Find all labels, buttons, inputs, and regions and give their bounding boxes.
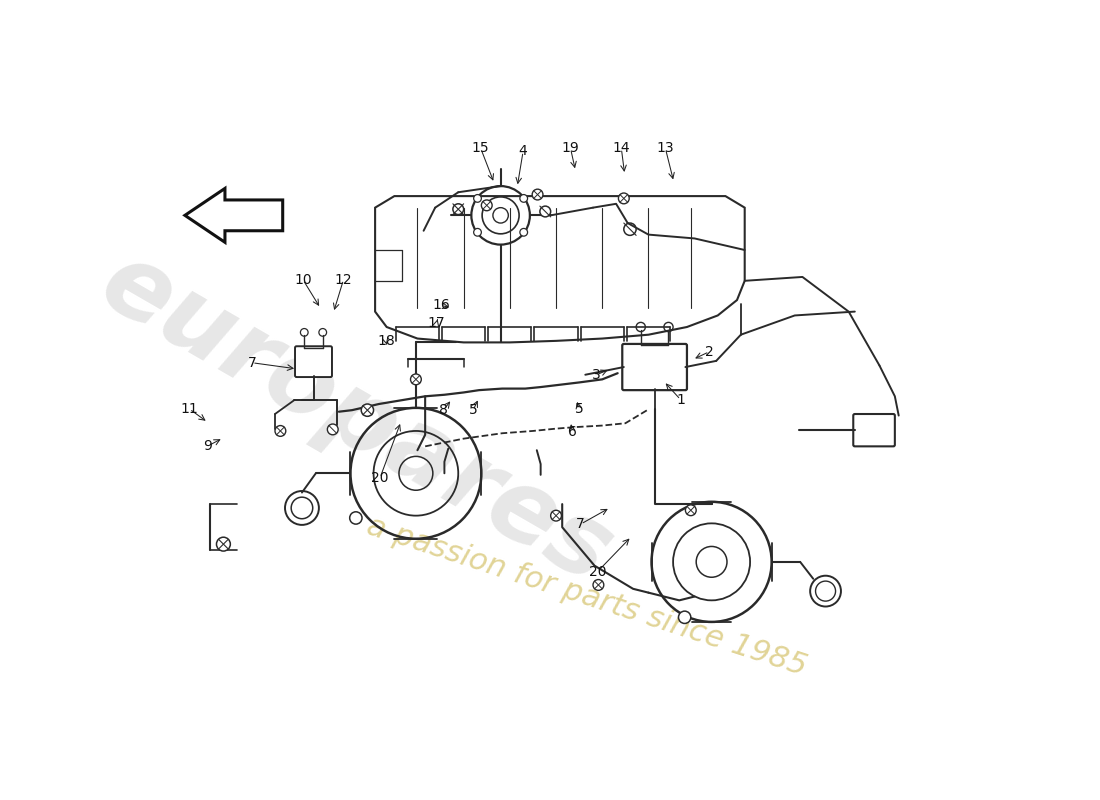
Text: 9: 9 xyxy=(204,439,212,453)
Circle shape xyxy=(540,206,551,217)
Text: 11: 11 xyxy=(180,402,198,416)
Circle shape xyxy=(551,510,561,521)
Circle shape xyxy=(482,200,492,210)
Text: 3: 3 xyxy=(592,368,601,382)
Circle shape xyxy=(474,194,482,202)
Circle shape xyxy=(618,193,629,204)
Circle shape xyxy=(474,229,482,236)
Text: 6: 6 xyxy=(568,425,576,438)
Circle shape xyxy=(350,512,362,524)
Circle shape xyxy=(275,426,286,436)
Text: 18: 18 xyxy=(377,334,395,348)
Circle shape xyxy=(624,223,636,235)
Circle shape xyxy=(453,204,464,214)
Text: 13: 13 xyxy=(657,142,674,155)
Text: 20: 20 xyxy=(371,471,388,485)
Text: 16: 16 xyxy=(432,298,450,313)
Circle shape xyxy=(520,229,528,236)
Text: 12: 12 xyxy=(334,273,352,286)
Circle shape xyxy=(532,189,543,200)
Text: 5: 5 xyxy=(574,402,583,416)
Text: 4: 4 xyxy=(519,145,528,158)
Circle shape xyxy=(593,579,604,590)
Text: europares: europares xyxy=(84,234,628,605)
Text: 19: 19 xyxy=(562,142,580,155)
Text: a passion for parts since 1985: a passion for parts since 1985 xyxy=(363,511,811,682)
Circle shape xyxy=(410,374,421,385)
Text: 7: 7 xyxy=(576,517,585,531)
Text: 1: 1 xyxy=(676,393,685,406)
Text: 14: 14 xyxy=(613,142,630,155)
Text: 17: 17 xyxy=(428,316,446,330)
Circle shape xyxy=(217,538,230,551)
Text: 10: 10 xyxy=(294,273,311,286)
FancyBboxPatch shape xyxy=(623,344,686,390)
Text: 5: 5 xyxy=(469,403,477,417)
FancyBboxPatch shape xyxy=(854,414,895,446)
Circle shape xyxy=(679,611,691,623)
Text: 20: 20 xyxy=(588,565,606,578)
Circle shape xyxy=(361,404,374,416)
Text: 2: 2 xyxy=(705,345,714,358)
Circle shape xyxy=(328,424,338,435)
Circle shape xyxy=(685,505,696,516)
Polygon shape xyxy=(185,188,283,242)
Text: 15: 15 xyxy=(472,142,490,155)
Text: 8: 8 xyxy=(439,403,448,417)
Text: 7: 7 xyxy=(248,356,256,370)
FancyBboxPatch shape xyxy=(295,346,332,377)
Circle shape xyxy=(520,194,528,202)
